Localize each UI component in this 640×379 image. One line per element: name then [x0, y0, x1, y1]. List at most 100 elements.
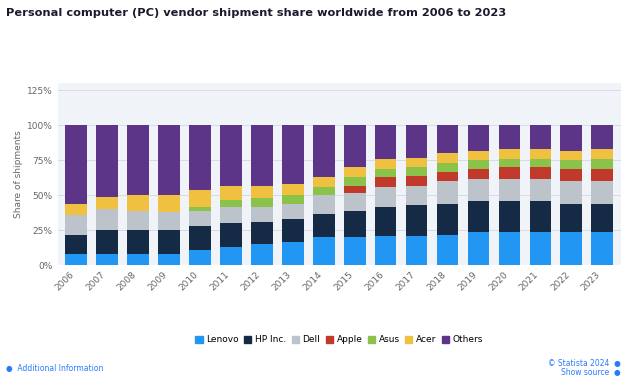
Bar — [313, 237, 335, 265]
Bar — [529, 159, 551, 168]
Bar — [65, 204, 87, 215]
Bar — [251, 125, 273, 186]
Bar — [65, 125, 87, 204]
Bar — [436, 172, 458, 181]
Bar — [436, 163, 458, 172]
Bar — [158, 125, 180, 195]
Bar — [220, 223, 242, 247]
Bar — [468, 179, 490, 201]
Bar — [282, 241, 303, 265]
Bar — [436, 153, 458, 163]
Bar — [468, 201, 490, 232]
Bar — [406, 205, 428, 236]
Bar — [96, 197, 118, 209]
Bar — [561, 125, 582, 150]
Bar — [436, 204, 458, 235]
Bar — [65, 235, 87, 254]
Bar — [375, 236, 396, 265]
Bar — [127, 230, 149, 254]
Bar — [251, 222, 273, 244]
Bar — [529, 168, 551, 179]
Bar — [436, 235, 458, 265]
Bar — [282, 184, 303, 195]
Bar — [561, 160, 582, 169]
Bar — [96, 209, 118, 230]
Bar — [251, 244, 273, 265]
Bar — [591, 169, 613, 181]
Bar — [158, 195, 180, 212]
Bar — [65, 254, 87, 265]
Bar — [127, 211, 149, 230]
Bar — [344, 168, 365, 177]
Bar — [282, 204, 303, 219]
Bar — [344, 125, 365, 168]
Bar — [529, 179, 551, 201]
Bar — [561, 232, 582, 265]
Bar — [561, 150, 582, 160]
Bar — [375, 207, 396, 236]
Bar — [220, 247, 242, 265]
Bar — [499, 159, 520, 168]
Bar — [375, 187, 396, 207]
Text: Show source  ●: Show source ● — [561, 368, 621, 377]
Bar — [406, 158, 428, 168]
Bar — [591, 159, 613, 169]
Bar — [344, 186, 365, 193]
Bar — [591, 149, 613, 159]
Bar — [436, 125, 458, 153]
Bar — [313, 213, 335, 237]
Bar — [251, 198, 273, 207]
Bar — [189, 190, 211, 207]
Bar — [375, 169, 396, 177]
Bar — [561, 169, 582, 181]
Bar — [561, 204, 582, 232]
Bar — [251, 207, 273, 222]
Bar — [313, 177, 335, 187]
Legend: Lenovo, HP Inc., Dell, Apple, Asus, Acer, Others: Lenovo, HP Inc., Dell, Apple, Asus, Acer… — [195, 335, 483, 344]
Bar — [406, 236, 428, 265]
Text: © Statista 2024  ●: © Statista 2024 ● — [548, 359, 621, 368]
Bar — [189, 250, 211, 265]
Bar — [468, 160, 490, 169]
Bar — [313, 195, 335, 213]
Bar — [189, 125, 211, 190]
Bar — [127, 195, 149, 211]
Bar — [344, 193, 365, 211]
Bar — [529, 149, 551, 159]
Bar — [591, 232, 613, 265]
Bar — [406, 125, 428, 158]
Bar — [499, 149, 520, 159]
Bar — [375, 159, 396, 169]
Bar — [436, 181, 458, 204]
Bar — [313, 125, 335, 177]
Bar — [529, 125, 551, 149]
Bar — [344, 237, 365, 265]
Bar — [591, 181, 613, 204]
Bar — [591, 125, 613, 149]
Bar — [375, 125, 396, 159]
Bar — [65, 215, 87, 235]
Bar — [468, 150, 490, 160]
Bar — [499, 168, 520, 179]
Bar — [220, 125, 242, 186]
Bar — [127, 254, 149, 265]
Bar — [251, 186, 273, 198]
Bar — [282, 195, 303, 204]
Bar — [220, 207, 242, 223]
Text: ●  Additional Information: ● Additional Information — [6, 365, 104, 373]
Bar — [406, 176, 428, 186]
Bar — [189, 211, 211, 226]
Bar — [282, 125, 303, 184]
Bar — [499, 179, 520, 201]
Text: Personal computer (PC) vendor shipment share worldwide from 2006 to 2023: Personal computer (PC) vendor shipment s… — [6, 8, 507, 17]
Bar — [313, 187, 335, 195]
Bar — [96, 230, 118, 254]
Bar — [127, 125, 149, 195]
Bar — [499, 232, 520, 265]
Bar — [220, 199, 242, 207]
Bar — [189, 226, 211, 250]
Bar — [158, 212, 180, 230]
Bar — [529, 232, 551, 265]
Bar — [220, 186, 242, 199]
Bar — [529, 201, 551, 232]
